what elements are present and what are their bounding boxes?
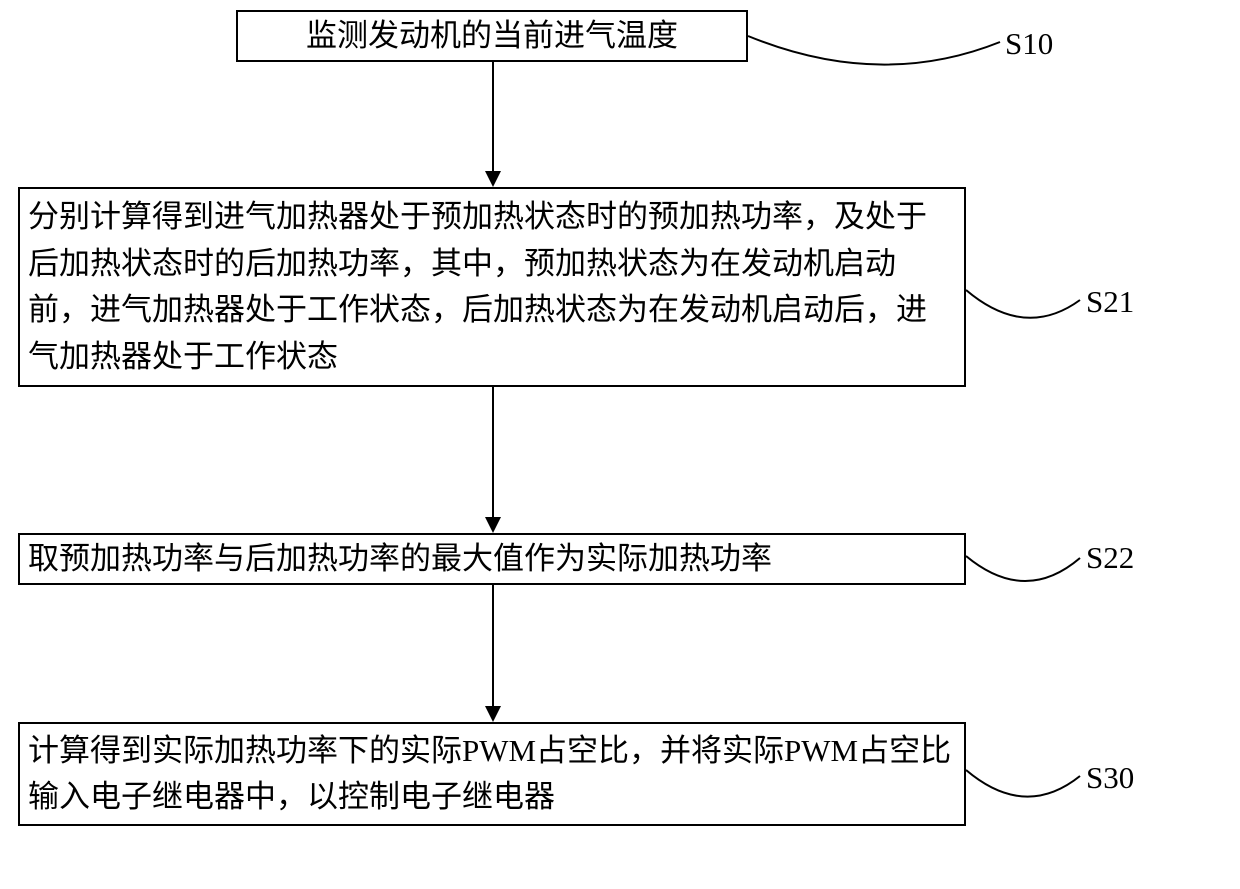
flow-node-s10-text: 监测发动机的当前进气温度 [238,9,746,64]
arrow-s21-s22 [492,387,494,517]
step-label-s10: S10 [1005,26,1053,62]
flow-node-s22-text: 取预加热功率与后加热功率的最大值作为实际加热功率 [20,532,964,587]
flow-node-s30: 计算得到实际加热功率下的实际PWM占空比，并将实际PWM占空比输入电子继电器中，… [18,722,966,826]
arrow-head-s22-s30 [485,706,501,722]
arrow-s22-s30 [492,585,494,706]
arrow-head-s21-s22 [485,517,501,533]
step-label-s22: S22 [1086,540,1134,576]
flowchart-container: 监测发动机的当前进气温度 S10 分别计算得到进气加热器处于预加热状态时的预加热… [0,0,1240,889]
flow-node-s10: 监测发动机的当前进气温度 [236,10,748,62]
arrow-head-s10-s21 [485,171,501,187]
flow-node-s21-text: 分别计算得到进气加热器处于预加热状态时的预加热功率，及处于后加热状态时的后加热功… [20,190,964,384]
step-label-s30: S30 [1086,760,1134,796]
step-label-s21: S21 [1086,284,1134,320]
flow-node-s22: 取预加热功率与后加热功率的最大值作为实际加热功率 [18,533,966,585]
arrow-s10-s21 [492,62,494,171]
flow-node-s21: 分别计算得到进气加热器处于预加热状态时的预加热功率，及处于后加热状态时的后加热功… [18,187,966,387]
flow-node-s30-text: 计算得到实际加热功率下的实际PWM占空比，并将实际PWM占空比输入电子继电器中，… [20,724,964,825]
